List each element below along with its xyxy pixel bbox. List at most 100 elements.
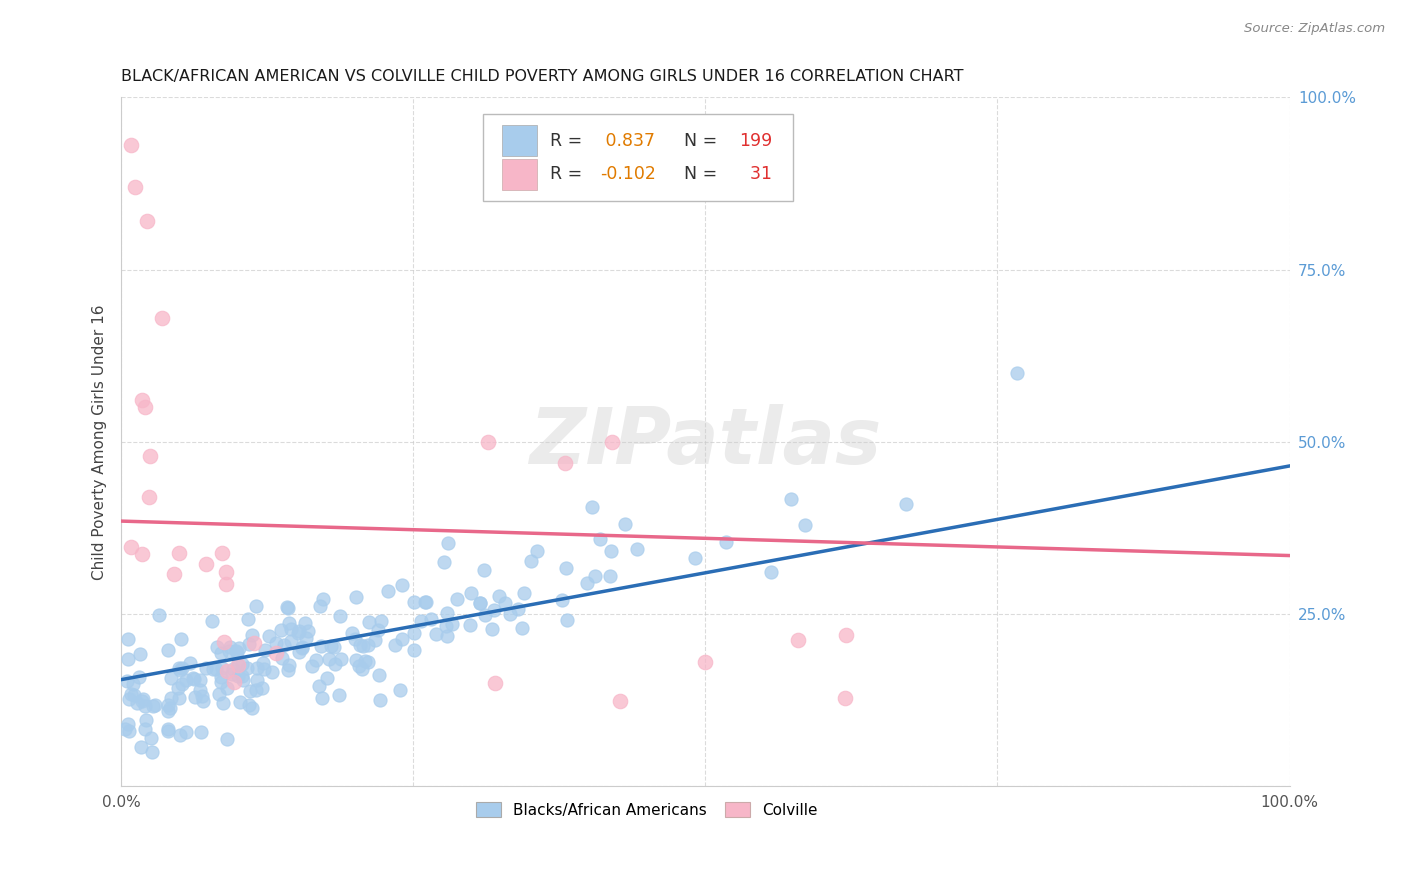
Point xyxy=(135,214,157,228)
Point xyxy=(352,639,374,653)
Point xyxy=(253,662,276,676)
Point xyxy=(159,700,181,714)
Point xyxy=(172,661,194,675)
Point xyxy=(215,732,238,747)
Point xyxy=(232,673,254,688)
Point xyxy=(288,624,311,639)
Point xyxy=(391,632,413,647)
Point xyxy=(167,661,190,675)
Point xyxy=(156,698,179,713)
Text: -0.102: -0.102 xyxy=(600,165,657,184)
Point xyxy=(343,632,366,646)
Point xyxy=(370,614,392,628)
Point xyxy=(205,640,228,655)
Point xyxy=(122,688,145,702)
Text: R =: R = xyxy=(550,165,588,184)
Point xyxy=(409,614,432,628)
Point xyxy=(252,656,274,670)
Point xyxy=(389,683,412,698)
Point xyxy=(125,696,148,710)
Point xyxy=(128,670,150,684)
Point xyxy=(626,541,648,556)
FancyBboxPatch shape xyxy=(502,126,537,156)
Point xyxy=(229,695,252,709)
Point xyxy=(183,672,205,686)
Point xyxy=(759,565,782,579)
Point xyxy=(600,434,623,449)
Point xyxy=(139,449,162,463)
Point xyxy=(181,671,204,685)
Point xyxy=(163,567,186,582)
Text: 31: 31 xyxy=(740,165,772,184)
Point xyxy=(134,699,156,714)
Point xyxy=(305,653,328,667)
Point xyxy=(169,663,191,677)
Point xyxy=(340,626,363,640)
Point xyxy=(510,621,533,635)
Point xyxy=(209,670,232,684)
Point xyxy=(139,731,162,745)
Point xyxy=(218,644,240,658)
Point xyxy=(695,656,717,670)
Point xyxy=(294,615,316,630)
Point xyxy=(243,636,266,650)
Point xyxy=(404,643,426,657)
Point xyxy=(208,687,231,701)
Point xyxy=(157,723,180,738)
Point xyxy=(356,638,378,652)
Point xyxy=(786,633,808,648)
Point xyxy=(246,661,269,675)
Point xyxy=(174,725,197,739)
Point xyxy=(357,655,380,669)
Point xyxy=(114,723,136,737)
Point xyxy=(458,618,481,632)
Point xyxy=(264,636,287,650)
Point xyxy=(474,607,496,622)
Point xyxy=(222,662,245,676)
Point xyxy=(318,652,340,666)
Point xyxy=(402,595,425,609)
Point xyxy=(321,639,343,653)
Point xyxy=(253,643,276,657)
Point xyxy=(291,641,314,656)
Point xyxy=(287,625,309,640)
Point xyxy=(368,693,391,707)
Point xyxy=(436,630,458,644)
Point xyxy=(575,575,598,590)
Point xyxy=(583,569,606,583)
Point xyxy=(278,658,301,673)
Point xyxy=(551,593,574,607)
Point xyxy=(301,659,323,673)
Point xyxy=(322,640,344,655)
Point xyxy=(367,623,389,637)
Text: N =: N = xyxy=(672,165,723,184)
Point xyxy=(415,594,437,608)
Point xyxy=(460,586,482,600)
Point xyxy=(391,578,413,592)
Point xyxy=(250,681,273,695)
Point xyxy=(238,698,260,712)
Point xyxy=(212,635,235,649)
Point xyxy=(191,690,214,704)
Point xyxy=(179,656,201,670)
Point xyxy=(308,679,330,693)
Point xyxy=(506,602,529,616)
Point xyxy=(131,547,153,561)
Point xyxy=(225,643,247,657)
Point xyxy=(169,632,191,646)
Point xyxy=(472,563,495,577)
Point xyxy=(195,558,218,572)
Point xyxy=(499,607,522,622)
Point xyxy=(245,599,267,613)
Point xyxy=(364,633,387,648)
FancyBboxPatch shape xyxy=(484,114,793,201)
Point xyxy=(288,645,311,659)
Point xyxy=(219,640,242,655)
Point xyxy=(143,698,166,713)
Point xyxy=(420,612,443,626)
Point xyxy=(437,536,460,550)
Point xyxy=(211,661,233,675)
Point xyxy=(347,658,370,673)
Point xyxy=(131,393,153,408)
Point xyxy=(330,652,353,666)
